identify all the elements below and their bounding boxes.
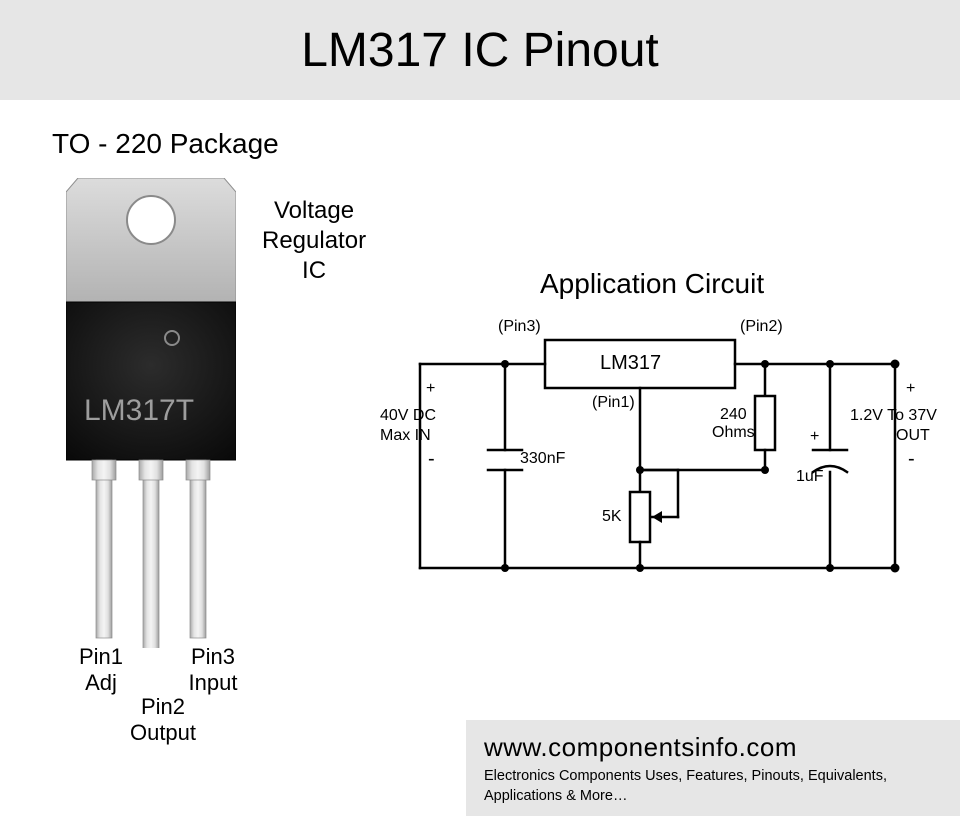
sch-vin-line1: 40V DC: [380, 407, 436, 424]
sch-chip-label: LM317: [600, 352, 661, 375]
sch-vin-plus: +: [426, 380, 435, 398]
sch-pot-body: [630, 492, 650, 542]
footer-url: www.componentsinfo.com: [484, 732, 942, 763]
package-type-text: TO - 220 Package: [52, 128, 279, 159]
ic-lead-3-shoulder: [186, 460, 210, 480]
ic-lead-2: [143, 460, 159, 648]
regulator-ic-text: Voltage Regulator IC: [262, 197, 366, 284]
sch-pin2-label: (Pin2): [740, 318, 783, 336]
title-bar: LM317 IC Pinout: [0, 0, 960, 100]
schematic-svg: [400, 310, 940, 600]
ic-mounting-hole: [127, 196, 175, 244]
sch-out-neg-dot: [891, 564, 900, 573]
sch-vout-line1: 1.2V To 37V: [850, 407, 937, 424]
sch-pin3-label: (Pin3): [498, 318, 541, 336]
page-title: LM317 IC Pinout: [301, 23, 659, 78]
sch-r2-label: 5K: [602, 508, 622, 526]
pin3-label: Pin3 Input: [178, 644, 248, 697]
application-circuit-title-text: Application Circuit: [540, 268, 764, 299]
pin1-name: Pin1: [79, 644, 123, 669]
sch-node-pot-gnd: [636, 564, 644, 572]
ic-marking-text: LM317T: [84, 394, 194, 427]
ic-lead-2-shoulder: [139, 460, 163, 480]
sch-node-r1-bot: [761, 466, 769, 474]
sch-out-pos-dot: [891, 360, 900, 369]
pin1-func: Adj: [85, 670, 117, 695]
regulator-ic-label: Voltage Regulator IC: [262, 196, 366, 286]
ic-lead-1-shoulder: [92, 460, 116, 480]
sch-node-in: [501, 360, 509, 368]
ic-lead-3: [190, 460, 206, 638]
pin2-name: Pin2: [141, 694, 185, 719]
sch-node-in-gnd: [501, 564, 509, 572]
sch-cin-label: 330nF: [520, 450, 565, 468]
to220-svg: LM317T: [66, 178, 236, 648]
application-circuit-title: Application Circuit: [540, 268, 764, 300]
package-type-label: TO - 220 Package: [52, 128, 279, 160]
sch-node-cout-gnd: [826, 564, 834, 572]
ic-lead-1: [96, 460, 112, 638]
pin3-name: Pin3: [191, 644, 235, 669]
sch-cout-label: 1uF: [796, 468, 824, 486]
footer-bar: www.componentsinfo.com Electronics Compo…: [466, 720, 960, 816]
pin2-label: Pin2 Output: [118, 694, 208, 747]
sch-vin-minus: -: [428, 448, 435, 471]
sch-node-adj: [636, 466, 644, 474]
sch-cout-plus: +: [810, 428, 819, 446]
sch-vin-line2: Max IN: [380, 427, 431, 444]
sch-vout-plus: +: [906, 380, 915, 398]
sch-pin1-label: (Pin1): [592, 394, 635, 412]
footer-subtitle: Electronics Components Uses, Features, P…: [484, 767, 942, 806]
sch-node-r1-top: [761, 360, 769, 368]
sch-r1-body: [755, 396, 775, 450]
sch-vout-line2: OUT: [850, 426, 930, 446]
sch-vout-minus: -: [908, 448, 915, 471]
to220-package-graphic: LM317T: [66, 178, 236, 648]
pin3-func: Input: [189, 670, 238, 695]
sch-vout-label: 1.2V To 37V OUT: [850, 406, 960, 446]
sch-node-cout-top: [826, 360, 834, 368]
ic-plastic-body: [66, 302, 236, 460]
pin1-label: Pin1 Adj: [66, 644, 136, 697]
pin2-func: Output: [130, 720, 196, 745]
sch-pot-arrowhead: [652, 511, 662, 523]
sch-vin-label: 40V DC Max IN: [380, 406, 460, 446]
sch-r1-label: 240 Ohms: [712, 406, 755, 442]
application-schematic: LM317 (Pin3) (Pin2) (Pin1) 330nF 1uF 240…: [400, 310, 940, 600]
